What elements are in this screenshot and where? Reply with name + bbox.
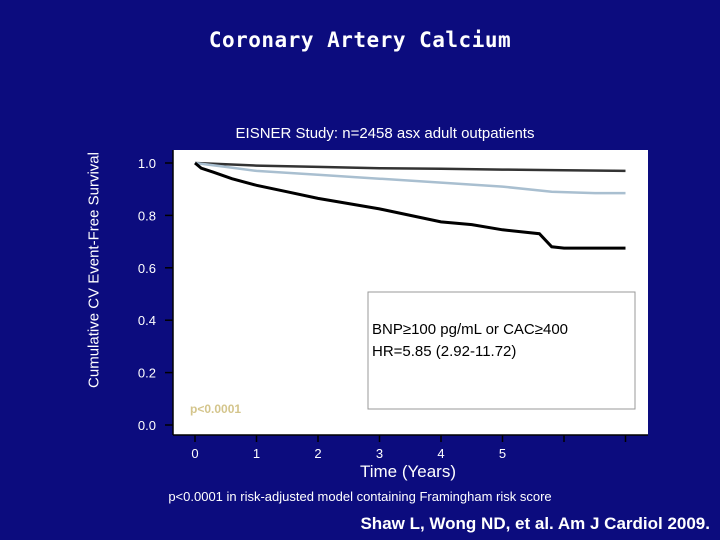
y-tick-label: 0.2 (138, 366, 156, 381)
legend-line-2: HR=5.85 (2.92-11.72) (372, 343, 516, 360)
legend-line-1: BNP≥100 pg/mL or CAC≥400 (372, 321, 568, 338)
p-value-label: p<0.0001 (190, 402, 241, 416)
citation: Shaw L, Wong ND, et al. Am J Cardiol 200… (360, 514, 710, 533)
y-tick-label: 0.8 (138, 208, 156, 223)
y-tick-label: 0.0 (138, 418, 156, 433)
y-tick-label: 1.0 (138, 156, 156, 171)
chart-subtitle: EISNER Study: n=2458 asx adult outpatien… (235, 125, 535, 142)
annotation-box (367, 291, 636, 410)
footnote: p<0.0001 in risk-adjusted model containi… (168, 489, 552, 504)
y-tick-label: 0.6 (138, 261, 156, 276)
x-tick-label: 1 (253, 446, 260, 461)
slide-title: Coronary Artery Calcium (208, 28, 512, 52)
x-tick-label: 3 (376, 446, 383, 461)
x-tick-label: 4 (437, 446, 444, 461)
x-tick-label: 2 (314, 446, 321, 461)
survival-curve-2 (194, 161, 626, 195)
x-tick-label: 5 (499, 446, 506, 461)
x-tick-label: 0 (191, 446, 198, 461)
survival-curve-3 (194, 161, 626, 250)
survival-curve-1 (194, 161, 626, 173)
x-axis-title: Time (Years) (360, 462, 456, 481)
y-tick-label: 0.4 (138, 313, 156, 328)
